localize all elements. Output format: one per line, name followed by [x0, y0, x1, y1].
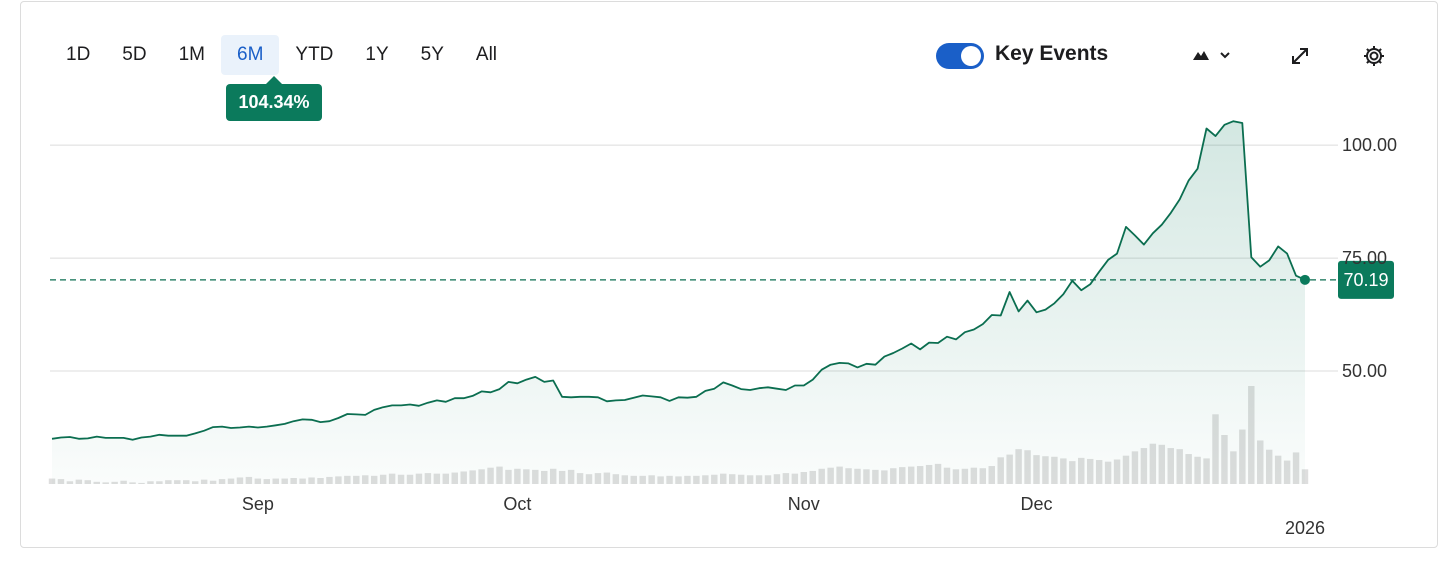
x-year-label: 2026 — [1285, 518, 1325, 538]
mountain-chart-icon — [1193, 51, 1230, 60]
chart-type-button[interactable] — [1186, 40, 1236, 72]
range-selector: 1D 5D 1M 6M YTD 1Y 5Y All — [50, 35, 513, 75]
expand-button[interactable] — [1284, 40, 1316, 72]
x-tick-label: Oct — [503, 494, 531, 514]
range-1y[interactable]: 1Y — [365, 44, 389, 65]
x-tick-label: Dec — [1020, 494, 1052, 514]
current-price-dot — [1300, 274, 1310, 285]
price-area — [52, 121, 1305, 484]
x-tick-label: Sep — [242, 494, 274, 514]
price-line — [51, 120, 1306, 441]
expand-icon — [1292, 48, 1308, 64]
change-badge: 104.34% — [226, 76, 322, 121]
y-tick-label: 75.00 — [1342, 248, 1387, 268]
current-price-label: 70.19 — [1343, 270, 1388, 290]
range-6m[interactable]: 6M — [221, 35, 280, 75]
gear-icon — [1364, 46, 1384, 66]
y-tick-label: 100.00 — [1342, 135, 1397, 155]
key-events-toggle[interactable] — [936, 43, 984, 69]
key-events-label: Key Events — [995, 42, 1109, 65]
range-5d[interactable]: 5D — [122, 44, 147, 65]
range-1m[interactable]: 1M — [178, 44, 205, 65]
y-tick-label: 50.00 — [1342, 361, 1387, 381]
range-5y[interactable]: 5Y — [420, 44, 444, 65]
settings-button[interactable] — [1358, 40, 1390, 72]
toggle-knob — [961, 46, 981, 66]
range-1d[interactable]: 1D — [66, 44, 91, 65]
current-price-badge — [1338, 260, 1394, 299]
x-tick-label: Nov — [788, 494, 820, 514]
range-ytd[interactable]: YTD — [295, 44, 334, 65]
range-all[interactable]: All — [475, 44, 498, 65]
